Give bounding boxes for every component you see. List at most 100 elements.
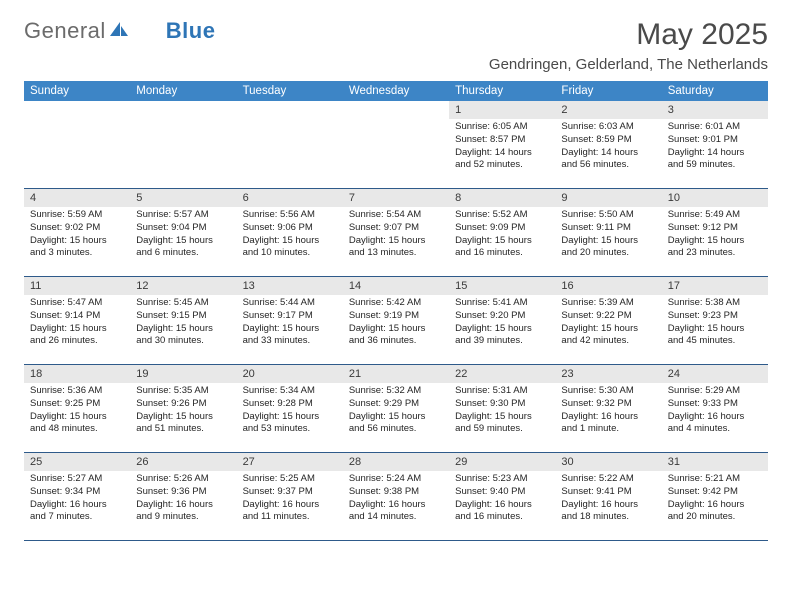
calendar-cell: 22 Sunrise: 5:31 AMSunset: 9:30 PMDayligh… (449, 365, 555, 453)
day-number: 18 (24, 365, 130, 383)
day-number: 24 (662, 365, 768, 383)
day-number: 29 (449, 453, 555, 471)
calendar-cell: 30 Sunrise: 5:22 AMSunset: 9:41 PMDayligh… (555, 453, 661, 541)
calendar-weekday-header: SundayMondayTuesdayWednesdayThursdayFrid… (24, 81, 768, 101)
calendar-cell: 4 Sunrise: 5:59 AMSunset: 9:02 PMDaylight… (24, 189, 130, 277)
day-details: Sunrise: 5:45 AMSunset: 9:15 PMDaylight:… (130, 297, 236, 348)
weekday-label: Thursday (449, 81, 555, 101)
day-number: 25 (24, 453, 130, 471)
calendar-cell: 24 Sunrise: 5:29 AMSunset: 9:33 PMDayligh… (662, 365, 768, 453)
day-details: Sunrise: 5:47 AMSunset: 9:14 PMDaylight:… (24, 297, 130, 348)
day-details: Sunrise: 5:24 AMSunset: 9:38 PMDaylight:… (343, 473, 449, 524)
day-number: 15 (449, 277, 555, 295)
calendar-cell: 14 Sunrise: 5:42 AMSunset: 9:19 PMDayligh… (343, 277, 449, 365)
calendar-cell: 3 Sunrise: 6:01 AMSunset: 9:01 PMDaylight… (662, 101, 768, 189)
calendar-cell: 8Sunrise: 5:52 AMSunset: 9:09 PMDaylight… (449, 189, 555, 277)
calendar-cell: 27 Sunrise: 5:25 AMSunset: 9:37 PMDayligh… (237, 453, 343, 541)
brand-logo: General Blue (24, 18, 215, 44)
weekday-label: Monday (130, 81, 236, 101)
location-text: Gendringen, Gelderland, The Netherlands (489, 56, 768, 73)
calendar-cell: 0 (24, 101, 130, 189)
day-number: 7 (343, 189, 449, 207)
page-header: General Blue May 2025 Gendringen, Gelder… (24, 18, 768, 73)
day-number: 23 (555, 365, 661, 383)
calendar-cell: 7 Sunrise: 5:54 AMSunset: 9:07 PMDaylight… (343, 189, 449, 277)
title-block: May 2025 Gendringen, Gelderland, The Net… (489, 18, 768, 73)
day-details: Sunrise: 5:32 AMSunset: 9:29 PMDaylight:… (343, 385, 449, 436)
day-details: Sunrise: 5:42 AMSunset: 9:19 PMDaylight:… (343, 297, 449, 348)
calendar-cell: 2 Sunrise: 6:03 AMSunset: 8:59 PMDaylight… (555, 101, 661, 189)
day-number: 26 (130, 453, 236, 471)
day-details: Sunrise: 5:59 AMSunset: 9:02 PMDaylight:… (24, 209, 130, 260)
calendar-cell: 1 Sunrise: 6:05 AMSunset: 8:57 PMDaylight… (449, 101, 555, 189)
calendar-cell: 0 (237, 101, 343, 189)
weekday-label: Friday (555, 81, 661, 101)
day-number: 22 (449, 365, 555, 383)
day-details: Sunrise: 6:03 AMSunset: 8:59 PMDaylight:… (555, 121, 661, 172)
day-details: Sunrise: 5:41 AMSunset: 9:20 PMDaylight:… (449, 297, 555, 348)
calendar-body: 0 0 0 0 1 Sunrise: 6:05 AMSunset: 8:57 PM… (24, 101, 768, 541)
day-details: Sunrise: 5:54 AMSunset: 9:07 PMDaylight:… (343, 209, 449, 260)
day-number: 20 (237, 365, 343, 383)
day-number: 5 (130, 189, 236, 207)
day-details: Sunrise: 5:56 AMSunset: 9:06 PMDaylight:… (237, 209, 343, 260)
calendar-cell: 19 Sunrise: 5:35 AMSunset: 9:26 PMDayligh… (130, 365, 236, 453)
day-details: Sunrise: 5:38 AMSunset: 9:23 PMDaylight:… (662, 297, 768, 348)
day-details: Sunrise: 5:31 AMSunset: 9:30 PMDaylight:… (449, 385, 555, 436)
day-details: Sunrise: 5:25 AMSunset: 9:37 PMDaylight:… (237, 473, 343, 524)
day-number: 2 (555, 101, 661, 119)
weekday-label: Tuesday (237, 81, 343, 101)
day-number: 10 (662, 189, 768, 207)
calendar-cell: 28 Sunrise: 5:24 AMSunset: 9:38 PMDayligh… (343, 453, 449, 541)
day-number: 3 (662, 101, 768, 119)
day-details: Sunrise: 5:30 AMSunset: 9:32 PMDaylight:… (555, 385, 661, 436)
calendar-cell: 13Sunrise: 5:44 AMSunset: 9:17 PMDayligh… (237, 277, 343, 365)
calendar-cell: 17 Sunrise: 5:38 AMSunset: 9:23 PMDayligh… (662, 277, 768, 365)
weekday-label: Wednesday (343, 81, 449, 101)
day-number: 4 (24, 189, 130, 207)
calendar-cell: 6 Sunrise: 5:56 AMSunset: 9:06 PMDaylight… (237, 189, 343, 277)
calendar-cell: 9Sunrise: 5:50 AMSunset: 9:11 PMDaylight… (555, 189, 661, 277)
calendar-cell: 0 (343, 101, 449, 189)
calendar-cell: 31Sunrise: 5:21 AMSunset: 9:42 PMDayligh… (662, 453, 768, 541)
calendar-cell: 11 Sunrise: 5:47 AMSunset: 9:14 PMDayligh… (24, 277, 130, 365)
day-details: Sunrise: 5:34 AMSunset: 9:28 PMDaylight:… (237, 385, 343, 436)
calendar-cell: 18Sunrise: 5:36 AMSunset: 9:25 PMDayligh… (24, 365, 130, 453)
calendar-cell: 15 Sunrise: 5:41 AMSunset: 9:20 PMDayligh… (449, 277, 555, 365)
day-number: 21 (343, 365, 449, 383)
month-title: May 2025 (489, 18, 768, 52)
day-details: Sunrise: 6:05 AMSunset: 8:57 PMDaylight:… (449, 121, 555, 172)
day-details: Sunrise: 5:21 AMSunset: 9:42 PMDaylight:… (662, 473, 768, 524)
weekday-label: Sunday (24, 81, 130, 101)
day-details: Sunrise: 5:35 AMSunset: 9:26 PMDaylight:… (130, 385, 236, 436)
calendar-cell: 21 Sunrise: 5:32 AMSunset: 9:29 PMDayligh… (343, 365, 449, 453)
day-details: Sunrise: 5:22 AMSunset: 9:41 PMDaylight:… (555, 473, 661, 524)
day-details: Sunrise: 5:27 AMSunset: 9:34 PMDaylight:… (24, 473, 130, 524)
day-number: 6 (237, 189, 343, 207)
day-number: 9 (555, 189, 661, 207)
day-number: 16 (555, 277, 661, 295)
weekday-label: Saturday (662, 81, 768, 101)
day-number: 28 (343, 453, 449, 471)
day-number: 12 (130, 277, 236, 295)
day-details: Sunrise: 5:49 AMSunset: 9:12 PMDaylight:… (662, 209, 768, 260)
day-number: 17 (662, 277, 768, 295)
calendar-cell: 26Sunrise: 5:26 AMSunset: 9:36 PMDayligh… (130, 453, 236, 541)
day-details: Sunrise: 5:57 AMSunset: 9:04 PMDaylight:… (130, 209, 236, 260)
calendar-cell: 25 Sunrise: 5:27 AMSunset: 9:34 PMDayligh… (24, 453, 130, 541)
day-number: 1 (449, 101, 555, 119)
day-number: 14 (343, 277, 449, 295)
day-details: Sunrise: 5:29 AMSunset: 9:33 PMDaylight:… (662, 385, 768, 436)
day-details: Sunrise: 5:44 AMSunset: 9:17 PMDaylight:… (237, 297, 343, 348)
day-number: 30 (555, 453, 661, 471)
logo-sail-icon (108, 20, 130, 38)
day-details: Sunrise: 6:01 AMSunset: 9:01 PMDaylight:… (662, 121, 768, 172)
calendar-cell: 20 Sunrise: 5:34 AMSunset: 9:28 PMDayligh… (237, 365, 343, 453)
day-number: 19 (130, 365, 236, 383)
day-details: Sunrise: 5:23 AMSunset: 9:40 PMDaylight:… (449, 473, 555, 524)
day-number: 11 (24, 277, 130, 295)
calendar-cell: 12 Sunrise: 5:45 AMSunset: 9:15 PMDayligh… (130, 277, 236, 365)
calendar-cell: 29 Sunrise: 5:23 AMSunset: 9:40 PMDayligh… (449, 453, 555, 541)
calendar-cell: 0 (130, 101, 236, 189)
day-number: 27 (237, 453, 343, 471)
